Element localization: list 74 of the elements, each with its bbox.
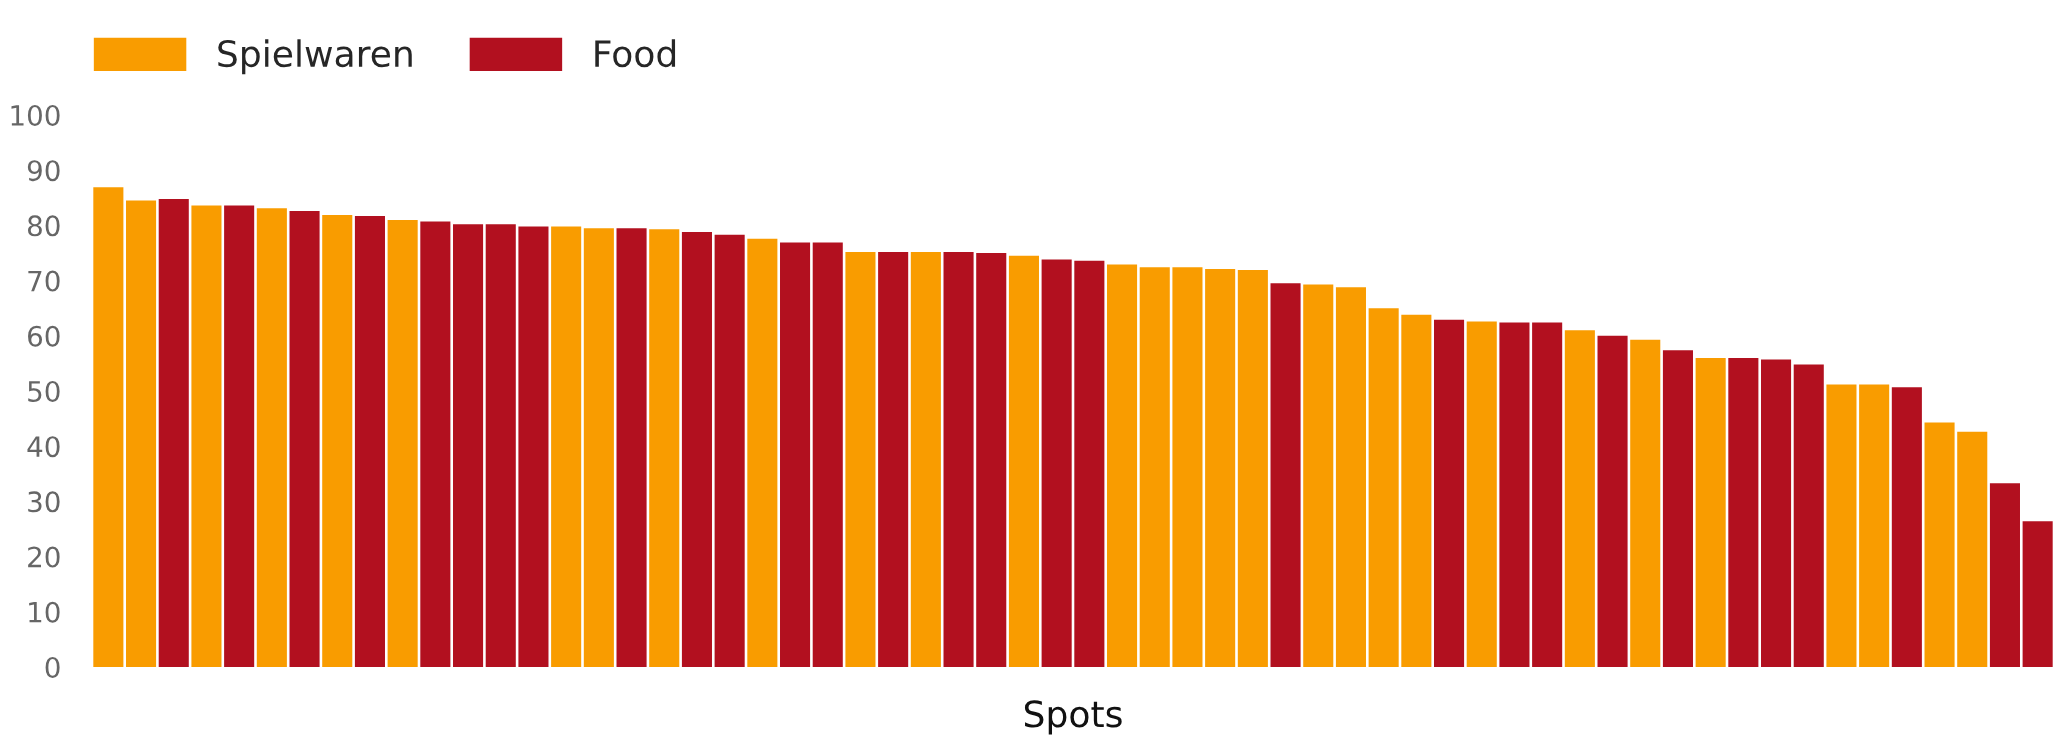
bar <box>681 232 712 667</box>
bar <box>1499 322 1530 667</box>
y-tick-label: 30 <box>28 491 60 513</box>
bar <box>1826 384 1857 667</box>
y-tick-label: 50 <box>28 380 60 402</box>
y-tick-label: 60 <box>28 325 60 347</box>
bar <box>1205 269 1236 667</box>
bar <box>551 226 582 667</box>
bar <box>1761 359 1792 667</box>
bar <box>1466 321 1497 667</box>
bar <box>1041 259 1072 667</box>
bar <box>780 242 811 667</box>
bar <box>518 226 549 667</box>
bar <box>1434 319 1465 667</box>
y-tick-label: 80 <box>27 215 60 237</box>
y-tick-label: 70 <box>28 270 60 292</box>
bar <box>1303 284 1334 667</box>
bar <box>910 251 941 667</box>
bar <box>224 205 255 667</box>
bar <box>616 228 647 667</box>
bar <box>289 211 320 667</box>
bar <box>1532 322 1563 667</box>
bar <box>1008 255 1039 667</box>
bar <box>747 238 778 667</box>
bar <box>1630 339 1661 667</box>
bar <box>1662 350 1693 667</box>
bar <box>420 221 451 667</box>
bar <box>387 219 418 667</box>
bar <box>943 251 974 667</box>
bar <box>453 224 484 667</box>
y-tick-label: 0 <box>45 656 60 678</box>
bar <box>583 228 614 667</box>
bar <box>1597 335 1628 667</box>
bar <box>256 208 287 667</box>
bar <box>485 224 516 667</box>
bar <box>1728 357 1759 667</box>
y-tick-label: 40 <box>27 436 60 458</box>
bar <box>976 253 1007 667</box>
bar <box>191 205 222 667</box>
y-tick-label: 100 <box>11 104 60 126</box>
bar <box>1237 270 1268 667</box>
bar <box>1368 308 1399 667</box>
bar <box>158 198 189 667</box>
bar <box>1695 357 1726 667</box>
bar <box>649 229 680 667</box>
legend-label: Food <box>595 39 676 68</box>
bar <box>1107 264 1138 667</box>
bar <box>1172 267 1203 667</box>
x-axis-title: Spots <box>1024 700 1122 735</box>
bar <box>126 200 157 667</box>
bar <box>1924 422 1955 667</box>
bar <box>93 187 124 667</box>
bar <box>845 251 876 667</box>
bar <box>1564 330 1595 667</box>
bar <box>1793 364 1824 667</box>
bar <box>1270 283 1301 667</box>
bar <box>1859 384 1890 667</box>
y-tick-label: 90 <box>27 160 60 182</box>
bar <box>812 242 843 667</box>
bar <box>1335 287 1366 667</box>
y-tick-label: 20 <box>28 546 60 568</box>
bar <box>1074 260 1105 667</box>
legend-label: Spielwaren <box>218 39 412 75</box>
bar <box>1401 314 1432 667</box>
bar <box>2022 521 2053 667</box>
bar <box>354 216 385 667</box>
bar <box>714 234 745 667</box>
bar <box>322 214 353 667</box>
bar <box>1957 431 1988 667</box>
bar <box>1989 483 2020 667</box>
bar <box>878 251 909 667</box>
bar <box>1891 387 1922 667</box>
bar <box>1139 267 1170 667</box>
y-tick-label: 10 <box>29 601 60 623</box>
